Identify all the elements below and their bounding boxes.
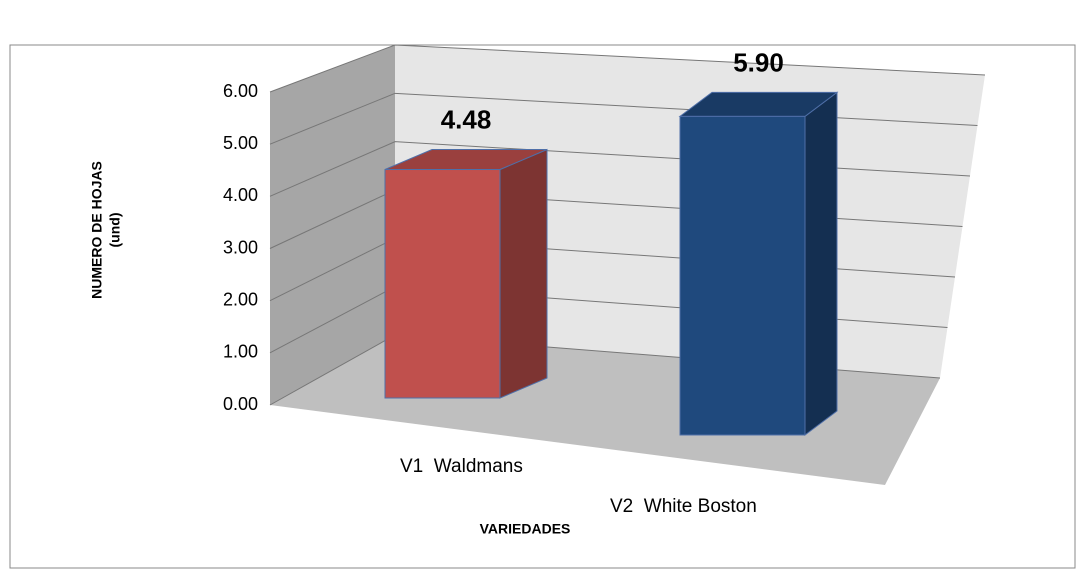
y-tick-label: 4.00 [223, 185, 258, 205]
y-tick-label: 0.00 [223, 394, 258, 414]
bar-side [804, 91, 838, 436]
y-tick-label: 3.00 [223, 237, 258, 257]
y-axis-title: (und) [107, 213, 123, 248]
data-label: 5.90 [733, 47, 784, 77]
bar [679, 115, 806, 436]
x-axis-title: VARIEDADES [480, 521, 571, 537]
y-tick-label: 2.00 [223, 289, 258, 309]
y-tick-label: 6.00 [223, 81, 258, 101]
bar [384, 169, 501, 399]
left-wall [270, 45, 395, 405]
y-tick-label: 1.00 [223, 342, 258, 362]
y-axis-title: NUMERO DE HOJAS [89, 161, 105, 299]
grid-line [269, 44, 986, 93]
data-label: 4.48 [441, 104, 492, 134]
x-tick-label: V2 White Boston [610, 496, 757, 517]
x-tick-label: V1 Waldmans [400, 456, 523, 477]
bar-side [499, 148, 548, 399]
y-tick-label: 5.00 [223, 133, 258, 153]
